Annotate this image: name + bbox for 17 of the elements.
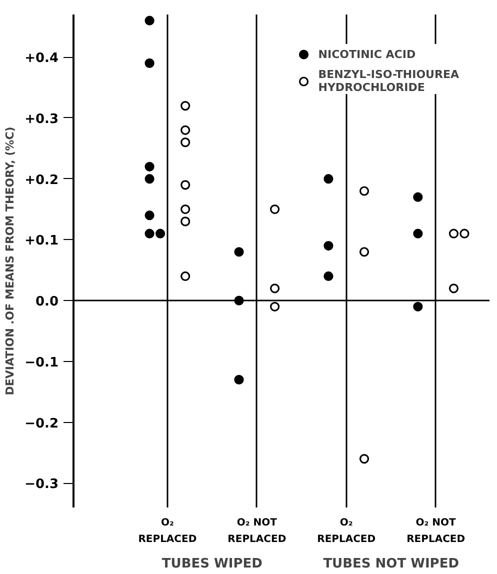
x-tick-label: O₂ NOT REPLACED: [228, 518, 286, 545]
legend-label: BENZYL-ISO-THIOUREA HYDROCHLORIDE: [318, 68, 459, 94]
y-tick-label: 0.0: [35, 294, 58, 310]
x-tick-label: O₂ NOT REPLACED: [406, 518, 466, 545]
y-tick-label: −0.3: [24, 477, 58, 492]
legend-label: NICOTINIC ACID: [318, 48, 416, 60]
y-tick-label: +0.3: [24, 112, 58, 127]
y-tick-label: +0.1: [24, 234, 58, 249]
y-tick-label: +0.4: [24, 51, 58, 66]
y-axis-title: DEVIATION .OF MEANS FROM THEORY, (%C): [4, 126, 17, 396]
y-tick-label: −0.1: [24, 355, 58, 370]
text: TUBES WIPED: [162, 556, 263, 572]
y-tick-label: +0.2: [24, 172, 58, 188]
text: TUBES NOT WIPED: [323, 556, 460, 572]
y-tick-label: −0.2: [24, 416, 58, 432]
x-tick-label: O₂ REPLACED: [317, 518, 376, 545]
x-tick-label: O₂ REPLACED: [138, 518, 197, 545]
